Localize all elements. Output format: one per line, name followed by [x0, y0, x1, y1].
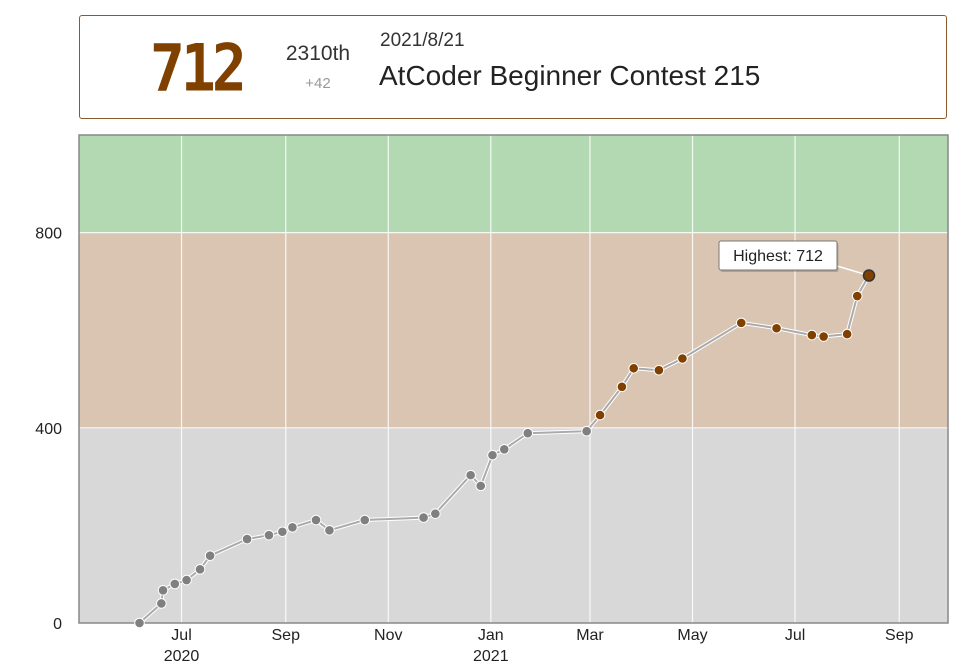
- data-point: [616, 381, 628, 393]
- data-point: [287, 522, 298, 533]
- data-point: [263, 529, 275, 541]
- rating-value: 712: [150, 30, 247, 107]
- data-point: [862, 269, 876, 282]
- data-point: [522, 427, 534, 439]
- data-point: [841, 328, 853, 340]
- x-tick-label: Sep: [272, 627, 301, 644]
- data-point: [851, 290, 863, 302]
- data-point: [204, 550, 216, 561]
- data-point: [818, 331, 829, 342]
- y-tick-label: 800: [35, 226, 62, 243]
- x-tick-label: Mar: [576, 627, 604, 644]
- rating-line: [138, 275, 870, 624]
- data-point: [735, 317, 747, 329]
- x-tick-label: Nov: [374, 627, 402, 644]
- data-point: [134, 617, 145, 629]
- data-point: [487, 449, 498, 461]
- tooltip-box: [718, 240, 838, 271]
- x-tick-label: Jul: [785, 627, 805, 644]
- data-point: [475, 480, 487, 492]
- x-tick-year-label: 2021: [473, 648, 509, 665]
- x-tick-label: Jan: [478, 627, 504, 644]
- data-point: [181, 574, 192, 586]
- data-point: [324, 524, 335, 536]
- data-point: [430, 508, 441, 519]
- data-point: [498, 443, 510, 455]
- rating-change: +42: [305, 75, 331, 92]
- tooltip-label: Highest: 712: [733, 248, 823, 265]
- x-tick-label: Sep: [885, 627, 914, 644]
- data-point: [359, 514, 371, 526]
- data-point: [310, 514, 322, 526]
- data-point: [418, 512, 429, 523]
- data-point: [157, 585, 169, 596]
- data-point: [594, 409, 606, 421]
- data-point: [628, 362, 639, 374]
- contest-name[interactable]: AtCoder Beginner Contest 215: [379, 60, 761, 91]
- x-tick-label: May: [677, 627, 707, 644]
- y-tick-label: 400: [35, 421, 62, 438]
- data-point: [465, 469, 476, 481]
- y-tick-label: 0: [53, 616, 62, 633]
- data-point: [156, 598, 167, 609]
- data-point: [581, 425, 592, 437]
- contest-status-box: [79, 15, 947, 119]
- plot-frame: [78, 134, 949, 624]
- data-point: [241, 533, 253, 545]
- contest-rank: 2310th: [285, 42, 351, 65]
- rating-band-0: [79, 427, 948, 623]
- contest-date: 2021/8/21: [380, 30, 465, 51]
- data-point: [277, 526, 288, 538]
- data-point: [771, 322, 782, 334]
- data-point: [653, 364, 665, 376]
- data-point: [194, 564, 206, 575]
- data-point: [806, 329, 818, 341]
- rating-band-2: [79, 135, 948, 233]
- x-tick-year-label: 2020: [164, 648, 200, 665]
- data-point: [677, 353, 688, 364]
- x-tick-label: Jul: [171, 627, 191, 644]
- data-point: [169, 578, 181, 590]
